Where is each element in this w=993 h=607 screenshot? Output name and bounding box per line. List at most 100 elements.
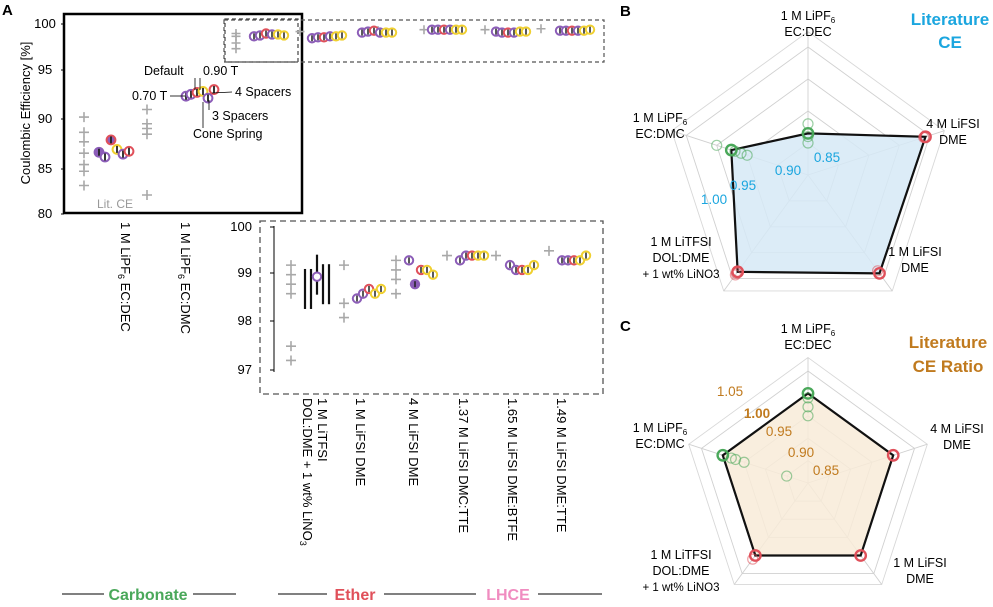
radar-ring-label: 0.85 [813, 463, 839, 478]
panel-c-title-1: Literature [909, 333, 987, 352]
x-label-dme-tte: 1.49 M LiFSI DME:TTE [554, 398, 569, 533]
panel-b-title-1: Literature [911, 10, 989, 29]
radar-vertex-point [748, 549, 762, 562]
annot-line [211, 91, 233, 94]
panel-b-letter: B [620, 3, 631, 20]
lit-ce-plus-mark [286, 269, 296, 280]
radar-lit-point [802, 392, 814, 404]
radar-ring-label: 1.00 [744, 406, 770, 421]
radar-ring-label: 1.05 [717, 384, 743, 399]
main-plot-frame [62, 12, 304, 215]
main-x-labels: 1 M LiPF6 EC:DEC 1 M LiPF6 EC:DMC [116, 222, 193, 334]
annot-4-spacers: 4 Spacers [235, 85, 291, 99]
x-label-dmc-tte: 1.37 M LiFSI DMC:TTE [456, 398, 471, 533]
lit-ce-plus-mark [142, 190, 152, 200]
annot-cone-spring: Cone Spring [193, 127, 263, 141]
lit-ce-plus-mark [480, 25, 490, 35]
radar-c-label-1m-lifsi-2: DME [906, 572, 934, 586]
main-marks [79, 84, 220, 200]
radar-b-label-ec-dec: 1 M LiPF6 [781, 9, 836, 25]
lit-ce-plus-mark [339, 298, 349, 309]
radar-ring-label: 0.95 [730, 178, 756, 193]
y-tick: 80 [38, 206, 52, 221]
group-label-carbonate: Carbonate [108, 587, 187, 604]
lit-ce-plus-mark [142, 104, 152, 115]
radar-lit-point [781, 470, 793, 482]
inset-x-labels: 1 M LiTFSI DOL:DME + 1 wt% LiNO3 1 M LiF… [298, 398, 569, 546]
radar-lit-point [729, 269, 741, 281]
radar-lit-point [871, 265, 884, 277]
radar-grid-ring [700, 370, 916, 575]
panel-a: A Coulombic Efficiency [%] 80 85 90 95 1… [2, 2, 605, 604]
radar-outer-ring [671, 31, 945, 292]
radar-c-label-ec-dec-2: EC:DEC [784, 338, 831, 352]
radar-ring-label: 0.90 [775, 163, 801, 178]
x-label-1m-lifsi-dme: 1 M LiFSI DME [353, 398, 368, 486]
panel-c-title-2: CE Ratio [913, 357, 984, 376]
lit-ce-plus-mark [544, 245, 554, 256]
x-label-ec-dmc: 1 M LiPF6 EC:DMC [176, 222, 193, 334]
radar-vertex-point [801, 386, 815, 400]
x-label-4m-lifsi-dme: 4 M LiFSI DME [406, 398, 421, 486]
radar-b-label-4m: 4 M LiFSI [926, 117, 980, 131]
y-tick: 90 [38, 111, 52, 126]
radar-lit-point [711, 139, 723, 151]
lit-ce-plus-mark [339, 260, 349, 271]
radar-b-label-litfsi: 1 M LiTFSI [650, 235, 711, 249]
lit-ce-plus-mark [491, 250, 501, 261]
radar-grid-ring [685, 46, 931, 280]
radar-vertex-point [854, 549, 868, 562]
inset-y-tick: 100 [230, 219, 252, 234]
lit-ce-plus-mark [79, 127, 89, 138]
radar-b-label-1m-lifsi: 1 M LiFSI [888, 245, 942, 259]
radar-b-axis-labels: 1 M LiPF6 EC:DEC 4 M LiFSI DME 1 M LiFSI… [633, 9, 980, 281]
x-label-litfsi-dol-dme-line2: DOL:DME + 1 wt% LiNO3 [298, 398, 315, 546]
lit-ce-plus-mark [286, 288, 296, 299]
radar-lit-point [738, 456, 750, 468]
x-label-dme-btfe: 1.65 M LiFSI DME:BTFE [505, 398, 520, 541]
radar-c-label-4m-2: DME [943, 438, 971, 452]
inset-measured-point [311, 271, 323, 282]
radar-outer-ring [688, 357, 928, 585]
radar-c-label-1m-lifsi: 1 M LiFSI [893, 556, 947, 570]
lit-ce-plus-mark [536, 24, 546, 34]
radar-c-label-litfsi-2: DOL:DME [653, 564, 710, 578]
radar-b-label-ec-dmc-2: EC:DMC [635, 127, 684, 141]
group-labels: Carbonate Ether LHCE [62, 587, 602, 604]
radar-b-label-litfsi-3: + 1 wt% LiNO3 [642, 269, 719, 281]
radar-vertex-point [801, 126, 815, 140]
lit-ce-plus-mark [442, 250, 452, 261]
radar-c-label-ec-dmc: 1 M LiPF6 [633, 421, 688, 437]
lit-ce-plus-mark [391, 274, 401, 285]
group-label-lhce: LHCE [486, 587, 530, 604]
radar-lit-point [802, 401, 814, 413]
main-y-ticks: 80 85 90 95 100 [34, 16, 64, 221]
panel-a-letter: A [2, 2, 13, 19]
lit-ce-plus-mark [391, 255, 401, 266]
y-axis-label: Coulombic Efficiency [%] [18, 42, 33, 185]
radar-ring-label: 0.95 [766, 424, 792, 439]
radar-ring-label: 0.85 [814, 150, 840, 165]
radar-c-label-ec-dec: 1 M LiPF6 [781, 322, 836, 338]
annot-3-spacers: 3 Spacers [212, 109, 268, 123]
radar-data-polygon [721, 392, 895, 557]
y-tick: 85 [38, 161, 52, 176]
radar-vertex-point [886, 448, 900, 462]
x-label-litfsi-dol-dme: 1 M LiTFSI [315, 398, 330, 462]
annot-090t: 0.90 T [203, 64, 239, 78]
lit-ce-plus-mark [339, 312, 349, 323]
upper-marks [231, 24, 596, 54]
lit-ce-plus-mark [79, 136, 89, 147]
inset-dashed-box [259, 220, 604, 395]
radar-lit-point [741, 149, 753, 161]
panel-c-letter: C [620, 318, 631, 335]
lit-ce-plus-mark [79, 180, 89, 191]
x-label-ec-dec: 1 M LiPF6 EC:DEC [116, 222, 133, 332]
radar-c-label-4m: 4 M LiFSI [930, 422, 984, 436]
lit-ce-plus-mark [391, 288, 401, 299]
lit-ce-plus-mark [142, 129, 152, 140]
radar-b-label-ec-dmc: 1 M LiPF6 [633, 111, 688, 127]
radar-b: 0.85 0.90 0.951.00 [671, 31, 945, 292]
radar-vertex-point [731, 265, 745, 279]
